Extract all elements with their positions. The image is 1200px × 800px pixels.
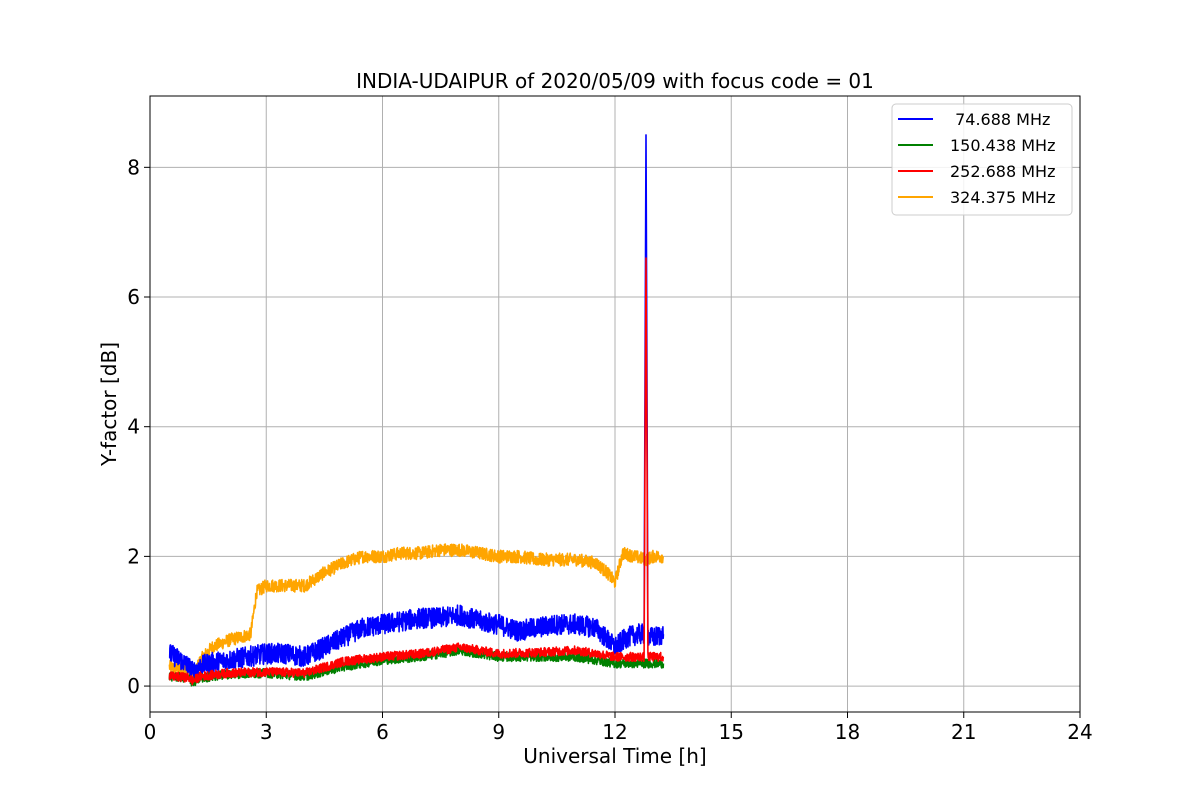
legend-label-252-688: 252.688 MHz: [950, 162, 1055, 181]
x-tick-label: 24: [1067, 720, 1092, 744]
series-line-252-688-mhz: [168, 257, 665, 686]
x-tick-label: 21: [951, 720, 976, 744]
legend-label-324-375: 324.375 MHz: [950, 188, 1055, 207]
series-line-324-375-mhz: [168, 543, 665, 685]
x-tick-label: 12: [602, 720, 627, 744]
x-axis-title: Universal Time [h]: [523, 744, 706, 768]
legend-box: [891, 103, 1073, 216]
x-tick-label: 0: [144, 720, 157, 744]
x-tick-label: 9: [492, 720, 505, 744]
legend: 74.688 MHz 150.438 MHz 252.688 MHz 324.3…: [891, 103, 1073, 216]
x-tick-label: 18: [835, 720, 860, 744]
plot-series: [168, 134, 665, 687]
y-tick-label: 6: [127, 285, 140, 309]
x-tick-label: 3: [260, 720, 273, 744]
legend-label-150-438: 150.438 MHz: [950, 136, 1055, 155]
y-tick-label: 0: [127, 674, 140, 698]
y-tick-label: 4: [127, 415, 140, 439]
x-tick-label: 6: [376, 720, 389, 744]
x-tick-label: 15: [719, 720, 744, 744]
y-tick-label: 8: [127, 155, 140, 179]
series-line-74-688-mhz: [168, 134, 665, 682]
chart-title: INDIA-UDAIPUR of 2020/05/09 with focus c…: [356, 69, 874, 93]
legend-label-74-688: 74.688 MHz: [950, 110, 1050, 129]
y-axis-title: Y-factor [dB]: [97, 342, 121, 467]
x-axis: 0 3 6 9 12 15 18 21 24: [144, 712, 1093, 744]
y-tick-label: 2: [127, 544, 140, 568]
y-axis: 0 2 4 6 8: [127, 155, 150, 698]
